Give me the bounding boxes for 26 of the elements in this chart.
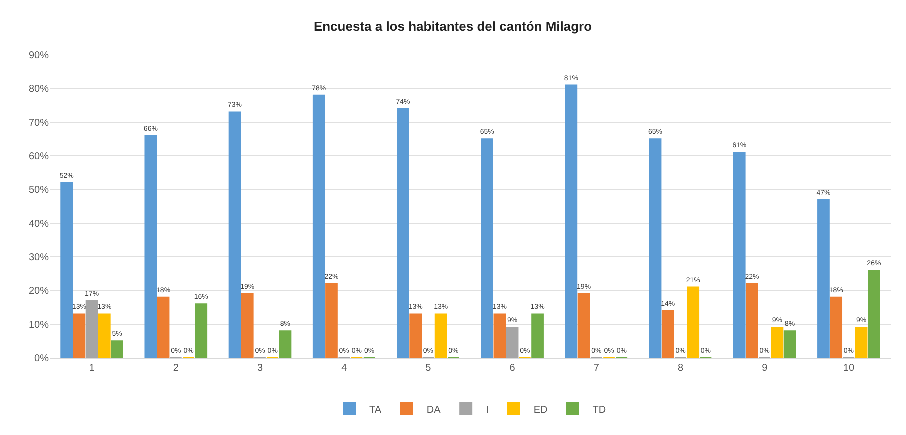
legend-label: TA [370, 404, 382, 416]
x-tick-label: 2 [173, 363, 180, 374]
y-tick-label: 0% [34, 354, 50, 364]
legend-label: TD [592, 404, 606, 416]
y-tick-label: 30% [28, 252, 50, 264]
legend-label: ED [534, 404, 548, 416]
y-tick-label: 50% [28, 185, 50, 196]
x-tick-label: 8 [678, 363, 684, 374]
x-tick-label: 6 [510, 363, 516, 374]
legend-label: I [486, 404, 489, 416]
x-tick-label: 9 [762, 363, 768, 374]
y-tick-label: 40% [28, 218, 50, 230]
x-tick-label: 4 [342, 363, 348, 374]
y-tick-label: 70% [28, 118, 50, 129]
x-tick-label: 1 [89, 363, 96, 374]
legend-label: DA [426, 404, 442, 416]
chart-title: Encuesta a los habitantes del cantón Milagro [314, 18, 592, 34]
x-tick-label: 10 [843, 363, 855, 374]
y-tick-label: 60% [28, 152, 50, 162]
x-tick-label: 7 [594, 363, 600, 374]
x-tick-label: 5 [426, 363, 432, 374]
y-tick-label: 20% [28, 286, 50, 298]
y-tick-label: 10% [28, 320, 50, 331]
y-tick-label: 80% [28, 84, 50, 96]
y-tick-label: 90% [28, 50, 50, 62]
x-tick-label: 3 [257, 363, 264, 374]
